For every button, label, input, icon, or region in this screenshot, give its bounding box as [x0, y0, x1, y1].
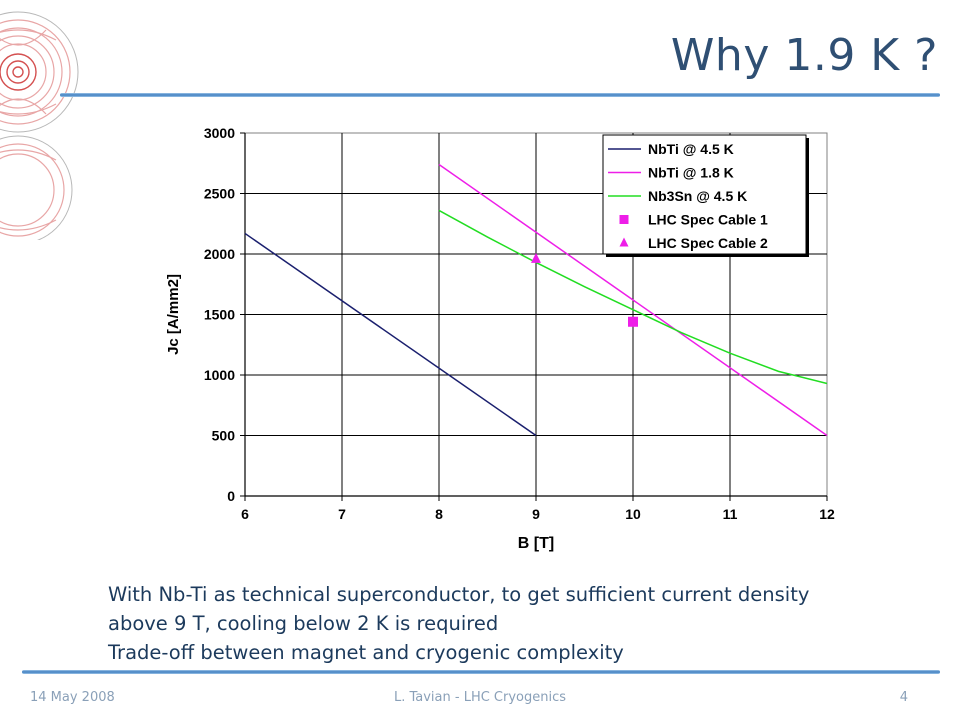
legend-item: LHC Spec Cable 2	[619, 235, 768, 251]
legend-label: NbTi @ 4.5 K	[648, 141, 734, 157]
x-tick-label: 7	[338, 506, 346, 522]
x-tick-label: 9	[532, 506, 540, 522]
jc-vs-b-chart: 6 7 8 9 10 11 12 0 500 1000 1500 2000 2500 3000 B [T] J…	[165, 125, 835, 552]
legend: NbTi @ 4.5 K NbTi @ 1.8 K Nb3Sn @ 4.5 K LHC…	[602, 134, 807, 255]
footer-date: 14 May 2008	[30, 690, 115, 705]
legend-label: Nb3Sn @ 4.5 K	[648, 188, 747, 204]
legend-label: NbTi @ 1.8 K	[648, 165, 734, 181]
y-tick-label: 1000	[204, 367, 235, 383]
caption-line-2: above 9 T, cooling below 2 K is required	[108, 612, 499, 635]
x-axis-label: B [T]	[518, 535, 554, 552]
y-axis-label: Jc [A/mm2]	[165, 274, 182, 355]
lhc-logo-icon	[0, 11, 79, 240]
series-line-1	[438, 163, 828, 437]
caption-line-3: Trade-off between magnet and cryogenic c…	[108, 641, 624, 664]
footer-page-number: 4	[899, 690, 908, 705]
y-tick-label: 1500	[204, 307, 235, 323]
series-line-0	[244, 232, 537, 437]
series-line-2	[438, 209, 828, 385]
x-tick-label: 8	[435, 506, 443, 522]
x-tick-label: 6	[241, 506, 249, 522]
y-tick-label: 2000	[204, 246, 235, 262]
legend-label: LHC Spec Cable 2	[648, 235, 768, 251]
legend-box	[602, 134, 807, 255]
title-divider	[60, 93, 940, 97]
series-point-3	[628, 316, 638, 327]
y-tick-label: 3000	[204, 125, 235, 141]
legend-item: LHC Spec Cable 1	[619, 212, 768, 228]
x-tick-label: 11	[723, 506, 738, 522]
caption-line-1: With Nb-Ti as technical superconductor, …	[108, 583, 810, 606]
legend-swatch	[619, 237, 629, 247]
slide-caption: With Nb-Ti as technical superconductor, …	[108, 580, 938, 667]
x-tick-label: 10	[625, 506, 641, 522]
legend-item: NbTi @ 1.8 K	[608, 165, 734, 181]
x-tick-label: 12	[819, 506, 835, 522]
y-tick-label: 2500	[204, 186, 235, 202]
legend-label: LHC Spec Cable 1	[648, 212, 768, 228]
series-point-4	[531, 252, 541, 263]
legend-item: Nb3Sn @ 4.5 K	[608, 188, 747, 204]
footer-author: L. Tavian - LHC Cryogenics	[393, 690, 567, 705]
legend-swatch	[619, 215, 629, 224]
slide-title: Why 1.9 K ?	[670, 30, 938, 81]
y-tick-label: 0	[227, 488, 235, 504]
legend-item: NbTi @ 4.5 K	[608, 141, 734, 157]
y-tick-label: 500	[212, 428, 236, 444]
footer-divider	[22, 670, 940, 674]
